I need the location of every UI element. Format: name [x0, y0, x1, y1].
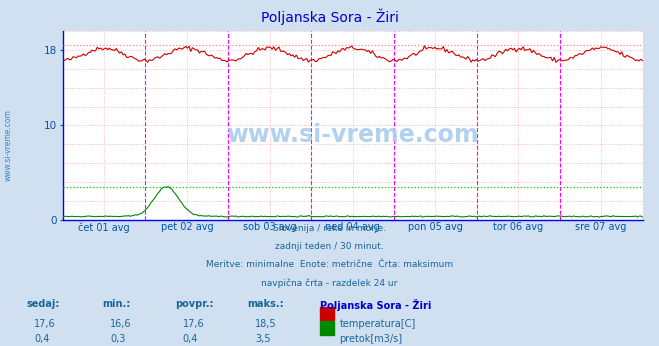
- Text: povpr.:: povpr.:: [175, 299, 213, 309]
- Text: Meritve: minimalne  Enote: metrične  Črta: maksimum: Meritve: minimalne Enote: metrične Črta:…: [206, 260, 453, 269]
- Text: navpična črta - razdelek 24 ur: navpična črta - razdelek 24 ur: [262, 278, 397, 288]
- Text: zadnji teden / 30 minut.: zadnji teden / 30 minut.: [275, 242, 384, 251]
- Text: 0,4: 0,4: [183, 334, 198, 344]
- Text: temperatura[C]: temperatura[C]: [339, 319, 416, 329]
- Text: www.si-vreme.com: www.si-vreme.com: [226, 123, 479, 147]
- Text: www.si-vreme.com: www.si-vreme.com: [3, 109, 13, 181]
- Text: 0,4: 0,4: [34, 334, 49, 344]
- Text: Slovenija / reke in morje.: Slovenija / reke in morje.: [273, 224, 386, 233]
- Text: 18,5: 18,5: [255, 319, 277, 329]
- Text: sedaj:: sedaj:: [26, 299, 60, 309]
- Text: Poljanska Sora - Žiri: Poljanska Sora - Žiri: [260, 9, 399, 25]
- Text: min.:: min.:: [102, 299, 130, 309]
- Text: 16,6: 16,6: [110, 319, 132, 329]
- Text: pretok[m3/s]: pretok[m3/s]: [339, 334, 403, 344]
- Text: 0,3: 0,3: [110, 334, 125, 344]
- Text: 17,6: 17,6: [34, 319, 56, 329]
- Text: Poljanska Sora - Žiri: Poljanska Sora - Žiri: [320, 299, 431, 311]
- Text: 17,6: 17,6: [183, 319, 204, 329]
- Text: 3,5: 3,5: [255, 334, 271, 344]
- Text: maks.:: maks.:: [247, 299, 284, 309]
